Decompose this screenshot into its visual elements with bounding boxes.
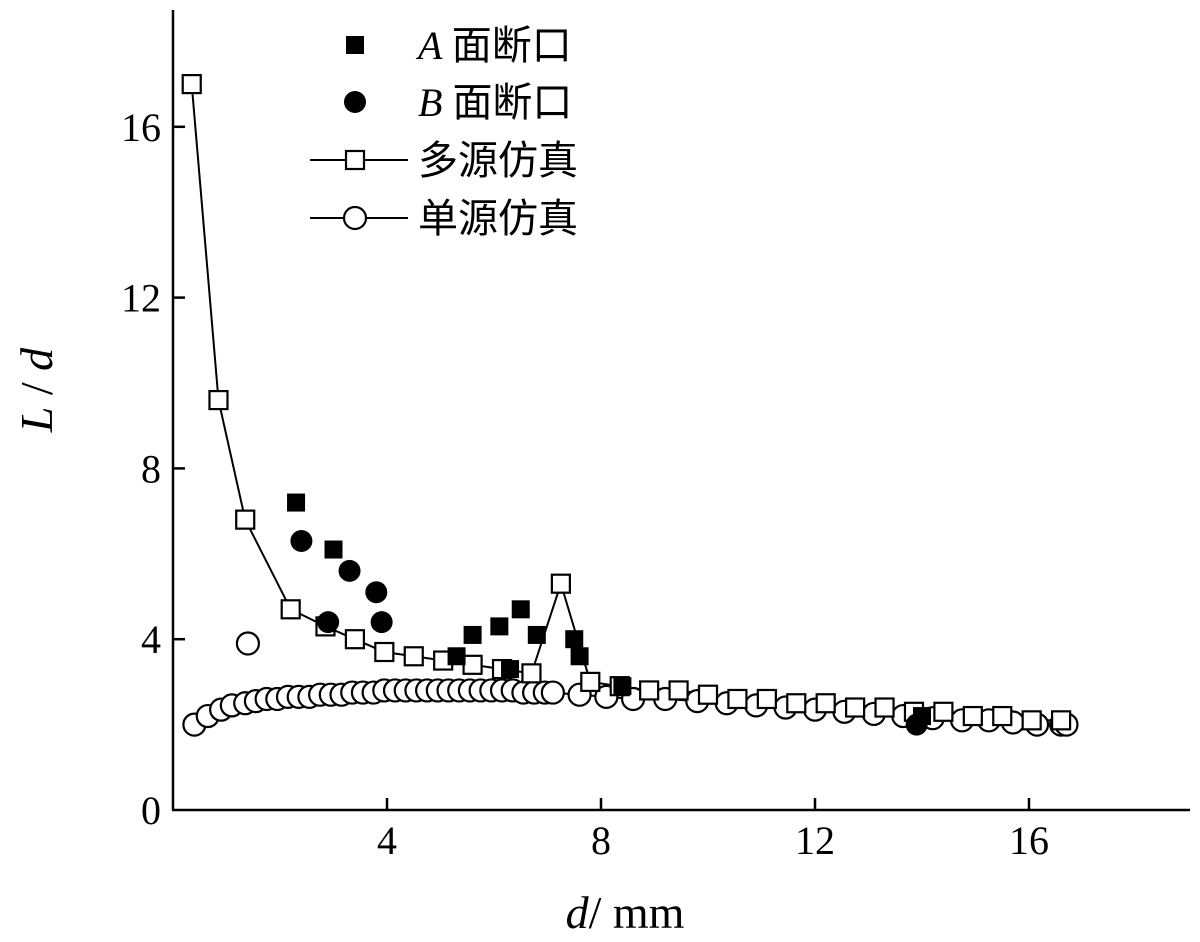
data-point bbox=[527, 625, 546, 644]
data-point bbox=[290, 529, 313, 552]
legend-item-1: B 面断口 bbox=[344, 80, 572, 126]
data-point bbox=[403, 646, 424, 667]
data-point bbox=[668, 680, 689, 701]
data-point bbox=[370, 611, 393, 634]
legend-item-2: 多源仿真 bbox=[310, 138, 578, 184]
data-point bbox=[490, 617, 509, 636]
y-tick-label: 8 bbox=[141, 446, 161, 491]
legend-label: A 面断口 bbox=[415, 23, 572, 69]
data-point bbox=[338, 559, 361, 582]
y-tick-label: 0 bbox=[141, 788, 161, 833]
legend-item-0: A 面断口 bbox=[346, 23, 572, 69]
data-point bbox=[511, 600, 530, 619]
data-point bbox=[287, 493, 306, 512]
y-axis-title: L / d bbox=[11, 347, 62, 433]
data-point bbox=[324, 540, 343, 559]
data-point bbox=[845, 697, 866, 718]
legend-item-3: 单源仿真 bbox=[310, 196, 578, 242]
axis-ticks bbox=[173, 125, 1031, 810]
data-point bbox=[374, 641, 395, 663]
y-tick-label: 4 bbox=[141, 617, 161, 662]
legend-marker bbox=[342, 205, 368, 231]
data-point bbox=[208, 389, 229, 411]
data-point bbox=[280, 599, 301, 620]
x-axis-title: d/ mm bbox=[566, 887, 685, 938]
legend-marker bbox=[344, 149, 366, 171]
legend-label: 多源仿真 bbox=[418, 138, 578, 184]
data-point bbox=[540, 680, 565, 705]
data-point bbox=[613, 677, 632, 696]
data-point bbox=[317, 611, 340, 634]
data-point bbox=[815, 693, 836, 714]
data-point bbox=[1021, 710, 1042, 731]
legend-marker bbox=[346, 36, 364, 54]
data-point bbox=[565, 630, 584, 649]
x-tick-label: 12 bbox=[795, 818, 835, 863]
data-point bbox=[905, 713, 928, 736]
data-point bbox=[501, 660, 520, 679]
outlier-point bbox=[235, 631, 260, 656]
axis-tick-labels: 4 8 12 16 0 4 8 12 16 bbox=[121, 105, 1049, 863]
data-point bbox=[756, 688, 777, 710]
data-point bbox=[463, 625, 482, 644]
data-point bbox=[874, 697, 895, 718]
data-point bbox=[580, 671, 601, 693]
series-markers bbox=[181, 73, 1079, 737]
data-point bbox=[462, 654, 483, 675]
data-point bbox=[181, 73, 202, 95]
x-tick-label: 16 bbox=[1009, 818, 1049, 863]
data-point bbox=[933, 701, 954, 722]
legend-label: B 面断口 bbox=[418, 80, 572, 126]
data-point bbox=[365, 581, 388, 604]
y-tick-label: 16 bbox=[121, 105, 161, 150]
legend-marker bbox=[344, 91, 366, 113]
data-point bbox=[550, 573, 571, 594]
data-point bbox=[992, 705, 1013, 727]
data-point bbox=[570, 647, 589, 666]
legend-label: 单源仿真 bbox=[418, 196, 578, 242]
data-point bbox=[447, 647, 466, 666]
data-point bbox=[1050, 710, 1072, 731]
data-point bbox=[639, 680, 660, 701]
data-point bbox=[344, 629, 365, 650]
x-tick-label: 8 bbox=[591, 818, 611, 863]
y-tick-label: 12 bbox=[121, 276, 161, 321]
data-point bbox=[786, 693, 807, 714]
data-point bbox=[235, 509, 256, 530]
data-point bbox=[962, 705, 983, 727]
data-point bbox=[697, 684, 719, 705]
x-tick-label: 4 bbox=[377, 818, 397, 863]
data-point bbox=[727, 688, 748, 710]
data-point bbox=[521, 663, 542, 684]
